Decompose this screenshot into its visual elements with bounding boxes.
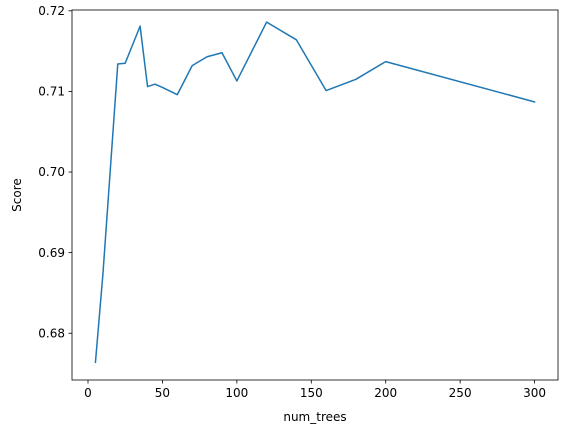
y-tick-label: 0.71 <box>38 85 65 99</box>
y-axis: 0.68 0.69 0.70 0.71 0.72 <box>38 4 72 340</box>
y-axis-label: Score <box>10 178 24 212</box>
x-tick-label: 250 <box>449 386 472 400</box>
x-tick-label: 0 <box>84 386 92 400</box>
x-tick-label: 300 <box>523 386 546 400</box>
plot-frame <box>71 9 559 381</box>
x-tick-label: 150 <box>300 386 323 400</box>
x-axis-label: num_trees <box>283 410 346 424</box>
y-tick-label: 0.69 <box>38 246 65 260</box>
y-tick-label: 0.68 <box>38 326 65 340</box>
x-tick-label: 50 <box>155 386 170 400</box>
y-tick-label: 0.70 <box>38 165 65 179</box>
series-layer <box>94 21 536 364</box>
score-series-line <box>94 21 536 364</box>
y-tick-label: 0.72 <box>38 4 65 18</box>
x-tick-label: 100 <box>225 386 248 400</box>
x-axis: 0 50 100 150 200 250 300 <box>84 380 546 400</box>
x-tick-label: 200 <box>374 386 397 400</box>
